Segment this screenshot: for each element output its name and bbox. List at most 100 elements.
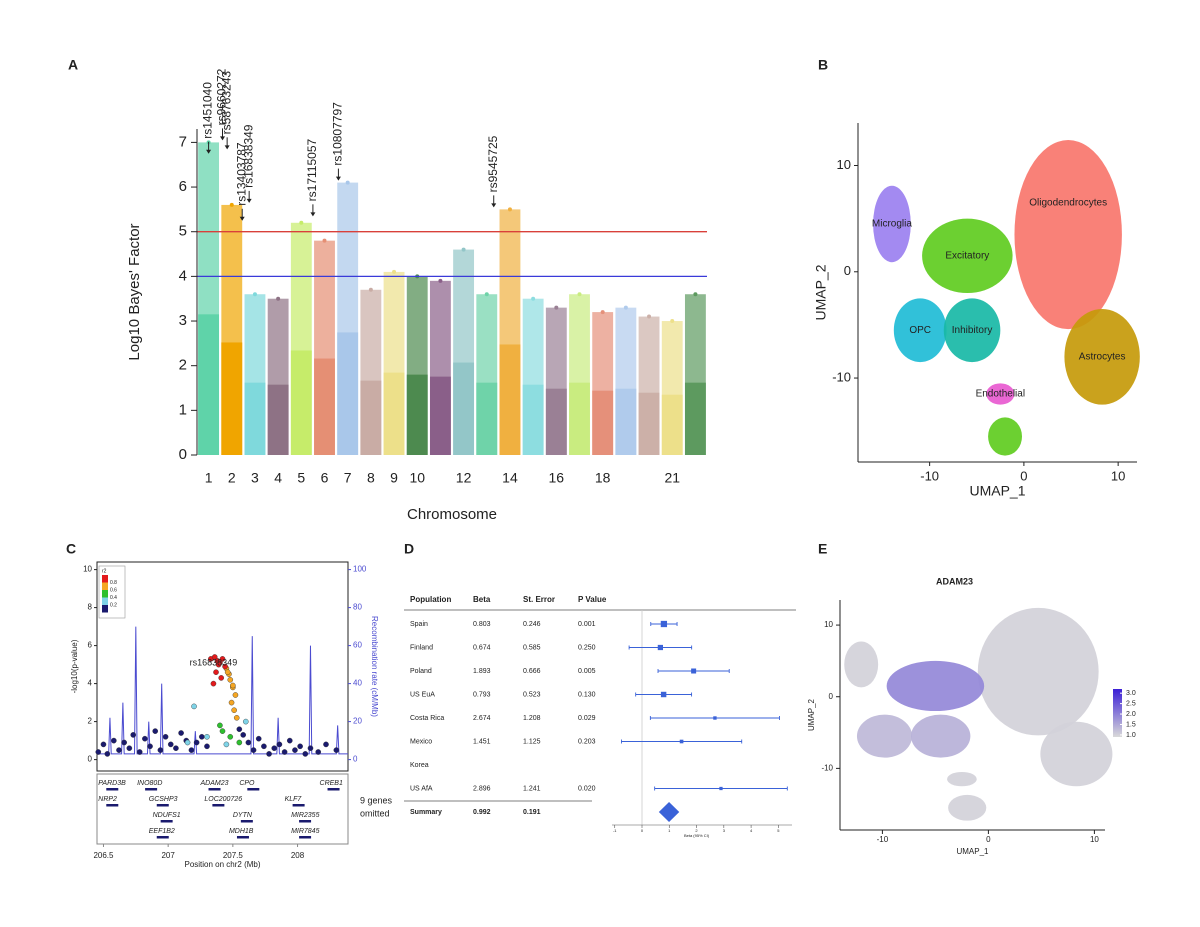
panel-label: E [818,541,827,557]
snp-point [281,749,288,755]
snp-label: rs9660272 [215,68,229,125]
y2-tick-label: 0 [353,755,358,764]
cluster-label: Excitatory [945,250,989,261]
gene-body [212,804,225,807]
snp-point [233,715,240,721]
gene-label: CREB1 [320,780,343,787]
snp-point [104,751,111,757]
chromosome-core [545,388,567,455]
peak-point [299,220,304,225]
y-axis-title: Log10 Bayes' Factor [126,223,143,360]
snp-point [218,675,225,681]
gene-body [299,836,312,839]
snp-point [250,747,257,753]
snp-point [333,747,340,753]
beta: 0.803 [473,621,491,628]
snp-point [191,703,197,710]
effect-point [660,691,667,698]
x-tick-label: 18 [595,470,611,486]
x-axis-title: Chromosome [407,506,497,523]
snp-point [297,743,303,750]
snp-point [261,743,267,750]
cluster-label: Microglia [872,219,912,230]
snp-point [215,661,222,668]
y-tick-label: 2 [88,717,93,726]
x-tick-label: 9 [390,470,398,486]
column-header: Population [410,595,451,604]
chromosome-core [522,384,544,455]
y2-tick-label: 100 [353,565,367,574]
cluster [948,794,987,821]
peak-point [647,314,652,319]
panel-label: A [68,57,78,73]
beta: 2.674 [473,715,491,722]
snp-point [198,734,205,740]
population: Poland [410,668,432,675]
chromosome-core [615,388,637,455]
snp-point [130,732,137,738]
gene-body [160,820,173,823]
snp-point [227,677,234,683]
x-tick-label: 16 [549,470,565,486]
gene-frame [96,773,349,845]
cluster-label: Astrocytes [1079,351,1126,362]
snp-point [167,741,174,748]
effect-point [713,716,717,720]
arrow-head [206,149,212,154]
gene-body [247,788,260,791]
x-tick-label: 207.5 [223,851,244,860]
cluster-label: Oligodendrocytes [1029,197,1107,208]
effect-point [691,668,697,674]
gene-label: INO80D [137,780,162,787]
snp-point [286,737,293,744]
y2-axis-title: Recombination rate (cM/Mb) [370,616,379,717]
x-tick-label: 3 [723,828,726,833]
snp-point [307,745,314,752]
column-header: Beta [473,595,491,604]
snp-point [292,747,298,753]
p-value: 0.029 [578,715,596,722]
cluster [911,714,971,758]
p-value: 0.203 [578,738,596,745]
y2-tick-label: 60 [353,641,362,650]
chromosome-core [499,344,521,455]
st-error: 1.125 [523,738,541,745]
summary-se: 0.191 [523,809,541,816]
snp-point [240,732,247,738]
p-value: 0.250 [578,644,596,651]
x-tick-label: 1 [668,828,671,833]
x-tick-label: 1 [205,470,213,486]
y-tick-label: 0 [844,263,851,278]
chromosome-core [592,390,614,455]
peak-point [484,292,489,297]
peak-point [345,180,350,185]
x-tick-label: 8 [367,470,375,486]
population: Spain [410,621,428,628]
cluster [886,660,985,712]
gene-body [240,820,253,823]
arrow-head [224,145,230,150]
snp-point [157,747,164,753]
gene-body [106,788,119,791]
snp-point [213,669,219,676]
peak-point [252,292,257,297]
st-error: 0.666 [523,668,541,675]
beta: 2.896 [473,785,491,792]
snp-point [276,741,283,748]
snp-point [188,747,195,753]
x-axis-title: UMAP_1 [956,847,989,856]
snp-label: rs1451040 [201,82,215,139]
snp-label: rs17115057 [305,138,319,201]
snp-point [136,749,143,755]
snp-point [210,680,217,687]
x-tick-label: 14 [502,470,518,486]
legend-swatch [102,590,108,598]
summary-diamond [658,802,680,822]
snp-label: rs13403787 [234,142,248,206]
snp-point [217,722,223,729]
snp-point [111,737,117,744]
x-tick-label: 2 [228,470,236,486]
peak-point [322,238,327,243]
panel-label: D [404,541,414,557]
